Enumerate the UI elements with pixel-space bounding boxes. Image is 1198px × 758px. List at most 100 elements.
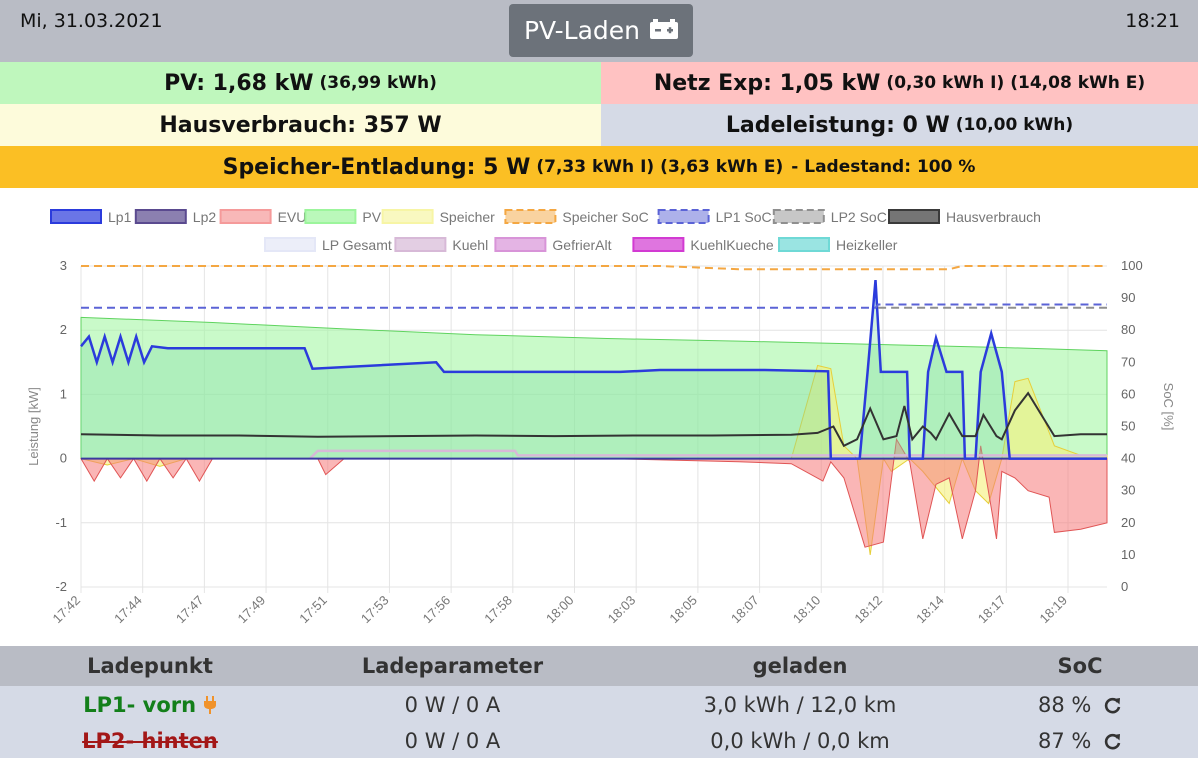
speicher-soc-line [81,265,1107,271]
x-tick-label: 18:07 [728,593,762,627]
lp1-line [80,279,1107,460]
pv-value: PV: 1,68 kW [164,70,314,96]
lade-value: Ladeleistung: 0 W [725,112,950,138]
legend-swatch [264,237,316,252]
x-tick-label: 17:47 [173,593,207,627]
y2-tick-label: 80 [1121,322,1135,337]
haus-info: Hausverbrauch: 357 W [0,104,601,146]
x-tick-label: 18:10 [790,593,824,627]
x-tick-label: 17:56 [420,593,454,627]
speicher-value: Speicher-Entladung: 5 W [222,154,531,180]
legend-label: EVU [278,209,307,225]
netz-info: Netz Exp: 1,05 kW (0,30 kWh I) (14,08 kW… [601,62,1198,104]
y2-tick-label: 20 [1121,515,1135,530]
date-label: Mi, 31.03.2021 [20,10,163,32]
mode-button-label: PV-Laden [523,16,641,45]
legend-label: KuehlKueche [690,237,774,253]
legend-swatch [772,209,825,224]
y2-tick-label: 50 [1121,419,1135,434]
speicher-import: (7,33 kWh I) [536,157,655,177]
y2-tick-label: 70 [1121,354,1135,369]
lp1-soc: 88 % [1037,693,1092,717]
y2-tick-label: 90 [1121,290,1135,305]
speicher-export: (3,63 kWh E) [660,157,784,177]
haus-value: Hausverbrauch: 357 W [159,112,442,138]
x-tick-label: 18:19 [1037,593,1071,627]
pv-energy: (36,99 kWh) [319,73,437,93]
legend-label: Hausverbrauch [946,209,1041,225]
legend-label: Speicher [440,209,496,225]
y-tick-label: 3 [60,258,67,273]
legend-label: LP1 SoC [716,209,772,225]
time-label: 18:21 [1125,10,1180,32]
power-chart[interactable]: 3 2 1 0 -1 -2 17:42 17:44 17:47 17:49 17:51 17:53 17… [0,200,1198,642]
x-tick-label: 18:12 [851,593,885,627]
header-bar: Mi, 31.03.2021 PV-Laden 18:21 [0,0,1198,62]
y2-tick-label: 100 [1121,258,1143,273]
legend-swatch [381,209,434,224]
header-ladeparameter: Ladeparameter [361,654,544,678]
legend-swatch [50,209,102,224]
hausverbrauch-line [80,391,1107,448]
netz-import: (0,30 kWh I) [886,73,1005,93]
lp1-charged: 3,0 kWh / 12,0 km [703,693,897,717]
mode-button[interactable]: PV-Laden [509,4,693,57]
x-tick-label: 18:17 [975,593,1009,627]
x-tick-label: 18:05 [666,593,700,627]
header-geladen: geladen [752,654,848,678]
netz-value: Netz Exp: 1,05 kW [653,70,881,96]
battery-icon [650,16,679,45]
x-tick-label: 17:42 [50,593,84,627]
legend-swatch [888,209,940,224]
y-tick-label: -1 [55,515,67,530]
x-tick-label: 17:58 [481,593,515,627]
lp2-name[interactable]: LP2- hinten [82,729,218,753]
y-tick-label: 1 [60,386,67,401]
legend-label: Lp2 [193,209,217,225]
legend-swatch [494,237,547,252]
x-tick-label: 17:53 [358,593,392,627]
legend-swatch [394,237,447,252]
legend-label: PV [362,209,381,225]
lp2-soc: 87 % [1037,729,1092,753]
x-tick-label: 18:03 [605,593,639,627]
x-tick-label: 17:51 [296,593,330,627]
lp1-name[interactable]: LP1- vorn [83,693,197,717]
lade-info: Ladeleistung: 0 W (10,00 kWh) [601,104,1198,146]
y2-tick-label: 10 [1121,547,1135,562]
y-tick-label: 0 [60,451,67,466]
lp2-param: 0 W / 0 A [404,729,501,753]
evu-area [80,437,1108,548]
lp1-soc-line [81,303,1107,309]
lp1-name-cell[interactable]: LP1- vorn [50,693,250,717]
lade-energy: (10,00 kWh) [955,115,1074,135]
legend-label: Kuehl [452,237,488,253]
y-axis-label: Leistung [kW] [26,387,41,466]
x-tick-label: 17:44 [111,593,145,627]
legend-swatch [657,209,710,224]
kuehl-line [309,449,1107,460]
legend-label: Heizkeller [836,237,898,253]
y2-tick-label: 30 [1121,483,1135,498]
legend-label: GefrierAlt [552,237,611,253]
legend-swatch [304,209,357,224]
refresh-icon[interactable] [1104,729,1122,753]
y2-axis-label: SoC [%] [1161,383,1176,431]
lp2-soc-cell: 87 % [1010,729,1150,753]
legend-label: Speicher SoC [562,209,648,225]
x-tick-label: 18:14 [913,593,947,627]
table-header: Ladepunkt Ladeparameter geladen SoC [0,646,1198,686]
table-row: LP1- vorn 0 W / 0 A 3,0 kWh / 12,0 km 88… [0,686,1198,724]
legend-label: LP2 SoC [831,209,887,225]
legend-label: Lp1 [108,209,132,225]
speicher-soc: - Ladestand: 100 % [791,157,976,177]
legend-swatch [778,237,830,252]
lp1-param: 0 W / 0 A [404,693,501,717]
y2-tick-label: 40 [1121,451,1135,466]
header-ladepunkt: Ladepunkt [87,654,213,678]
refresh-icon[interactable] [1104,693,1122,717]
legend-swatch [632,237,685,252]
lp2-name-cell[interactable]: LP2- hinten [50,729,250,753]
x-tick-label: 18:00 [543,593,577,627]
